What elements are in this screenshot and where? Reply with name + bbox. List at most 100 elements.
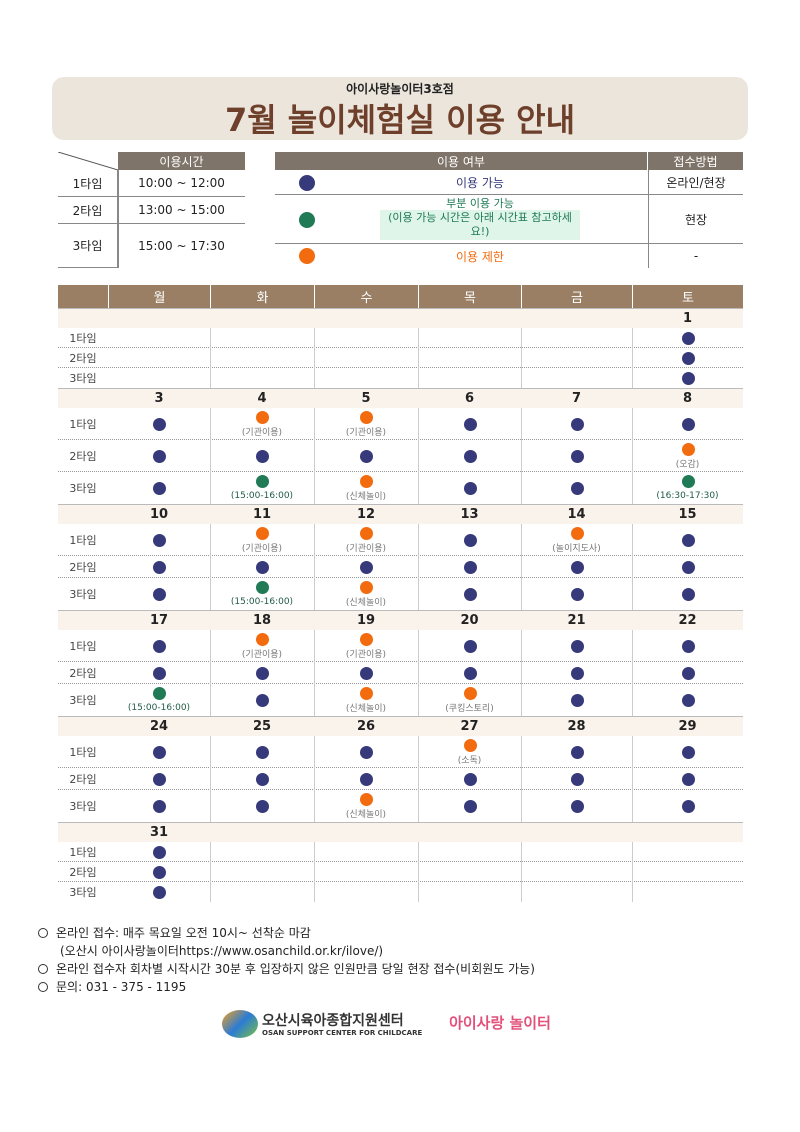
slot-dot xyxy=(463,640,477,653)
time-row-label: 1타임 xyxy=(69,418,97,431)
column-line xyxy=(632,408,633,504)
column-line xyxy=(632,842,633,902)
slot-dot xyxy=(570,773,584,786)
time-row-label: 1타임 xyxy=(69,534,97,547)
slot-dot xyxy=(153,866,166,879)
row-divider xyxy=(58,577,743,578)
slot-dot xyxy=(681,640,695,653)
slot-dot xyxy=(153,773,166,786)
slot-dot xyxy=(153,886,166,899)
slot-dot xyxy=(360,633,373,646)
weekday: 금 xyxy=(521,285,632,308)
legend-dot xyxy=(299,211,315,228)
slot-dot xyxy=(153,800,166,813)
weekday: 월 xyxy=(108,285,210,308)
column-line xyxy=(314,842,315,902)
column-line xyxy=(418,408,419,504)
date: 27 xyxy=(460,718,479,734)
slot-dot xyxy=(463,588,477,601)
time-header: 이용시간 xyxy=(118,152,245,170)
slot-dot xyxy=(681,352,695,365)
slot-dot xyxy=(360,667,373,680)
row-divider xyxy=(58,683,743,684)
slot-dot xyxy=(463,418,477,431)
slot-dot xyxy=(570,418,584,431)
slot-dot xyxy=(360,773,373,786)
slot-dot xyxy=(256,800,269,813)
date: 31 xyxy=(149,824,169,840)
time-row-label: 3타임 xyxy=(69,482,97,495)
slot-dot xyxy=(681,561,695,574)
logo-center-en: OSAN SUPPORT CENTER FOR CHILDCARE xyxy=(262,1029,423,1037)
slot-dot xyxy=(153,418,166,431)
slot-dot xyxy=(463,561,477,574)
row-divider xyxy=(58,881,743,882)
time-row-label: 2타임 xyxy=(69,866,97,879)
legend-header: 이용 여부 xyxy=(275,152,648,170)
legend-method: 온라인/현장 xyxy=(648,170,743,195)
slot-dot xyxy=(256,527,269,540)
slot-dot xyxy=(256,773,269,786)
date: 1 xyxy=(682,310,693,326)
row-divider xyxy=(58,367,743,368)
time-range: 15:00 ~ 17:30 xyxy=(138,239,225,253)
column-line xyxy=(418,328,419,388)
column-line xyxy=(632,736,633,822)
column-line xyxy=(521,524,522,610)
bullet xyxy=(38,928,48,938)
logo-playground: 아이사랑 놀이터 xyxy=(449,1013,551,1032)
slot-dot xyxy=(570,450,584,463)
slot-dot xyxy=(463,687,477,700)
date: 28 xyxy=(567,718,586,734)
slot-dot xyxy=(463,450,477,463)
slot-note: (신체놀이) xyxy=(345,704,387,714)
slot-dot xyxy=(463,667,477,680)
slot-dot xyxy=(463,739,477,752)
date: 6 xyxy=(464,390,475,406)
date: 8 xyxy=(682,390,693,406)
slot-dot xyxy=(256,746,269,759)
column-line xyxy=(632,630,633,716)
title: 7월 놀이체험실 이용 안내 xyxy=(224,101,576,139)
date: 22 xyxy=(678,612,697,628)
slot-note: (15:00-16:00) xyxy=(230,490,294,501)
slot-dot xyxy=(681,667,695,680)
slot-dot xyxy=(256,450,269,463)
time-row-label: 3타임 xyxy=(69,372,97,385)
slot-dot xyxy=(360,411,373,424)
time-row-label: 3타임 xyxy=(69,886,97,899)
date: 24 xyxy=(149,718,169,734)
slot-dot xyxy=(681,773,695,786)
column-line xyxy=(210,842,211,902)
column-line xyxy=(210,524,211,610)
diagonal xyxy=(58,152,118,170)
time-row-label: 2타임 xyxy=(69,561,97,574)
column-line xyxy=(521,630,522,716)
date: 20 xyxy=(460,612,479,628)
legend-label: 부분 이용 가능 xyxy=(446,197,514,210)
time-row-label: 2타임 xyxy=(69,667,97,680)
slot-dot xyxy=(681,694,695,707)
date: 4 xyxy=(257,390,267,406)
time-row-label: 3타임 xyxy=(69,800,97,813)
legend-row xyxy=(275,195,648,244)
column-line xyxy=(314,736,315,822)
date-row xyxy=(58,308,743,328)
column-line xyxy=(314,524,315,610)
time-label: 3타임 xyxy=(58,224,118,268)
slot-note: (오감) xyxy=(675,460,700,470)
row-divider xyxy=(58,789,743,790)
legend-note: (이용 가능 시간은 아래 시간표 참고하세요!) xyxy=(380,210,580,240)
row-divider xyxy=(58,439,743,440)
slot-dot xyxy=(153,450,166,463)
date: 14 xyxy=(567,506,586,522)
column-line xyxy=(314,408,315,504)
column-line xyxy=(210,328,211,388)
slot-dot xyxy=(360,475,373,488)
note-text: 온라인 접수자 회차별 시작시간 30분 후 입장하지 않은 인원만큼 당일 현… xyxy=(56,962,535,976)
column-line xyxy=(418,842,419,902)
date: 18 xyxy=(252,612,272,628)
date: 17 xyxy=(149,612,169,628)
slot-dot xyxy=(153,667,166,680)
